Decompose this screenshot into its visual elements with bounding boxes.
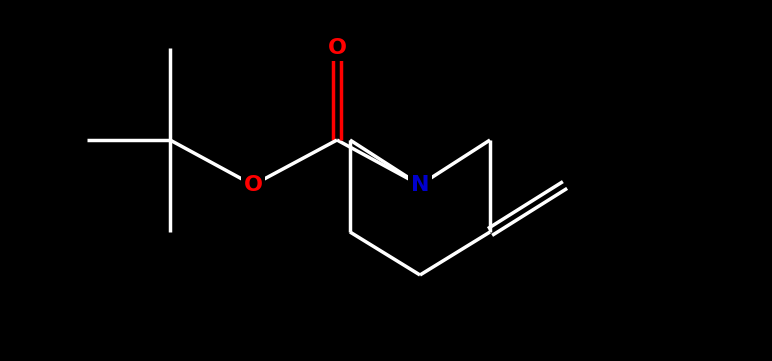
Text: N: N: [411, 175, 429, 195]
Text: O: O: [327, 38, 347, 58]
Text: O: O: [243, 175, 262, 195]
